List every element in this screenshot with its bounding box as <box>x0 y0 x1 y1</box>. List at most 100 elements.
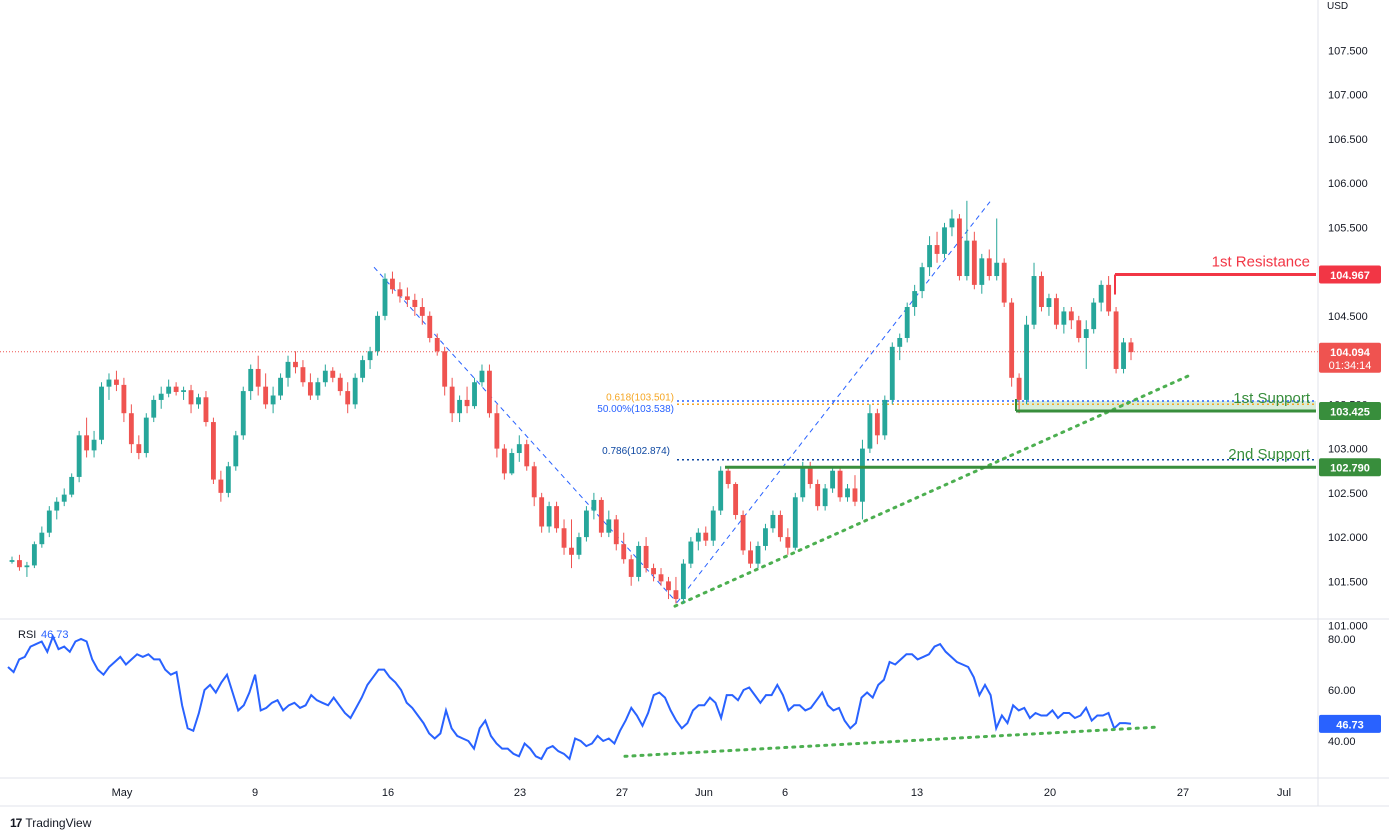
candle-body[interactable] <box>1083 329 1089 338</box>
candle-body[interactable] <box>1128 342 1134 353</box>
candle-body[interactable] <box>196 397 201 405</box>
candle-body[interactable] <box>1046 298 1052 308</box>
candle-body[interactable] <box>613 519 619 545</box>
candle-body[interactable] <box>949 218 955 228</box>
level-price-tag[interactable] <box>1319 401 1381 420</box>
candle-body[interactable] <box>404 296 410 300</box>
candle-body[interactable] <box>770 514 776 529</box>
candle-body[interactable] <box>337 377 343 392</box>
candle-body[interactable] <box>390 278 395 290</box>
candle-body[interactable] <box>449 386 455 414</box>
candle-body[interactable] <box>598 499 604 533</box>
candle-body[interactable] <box>822 488 828 507</box>
candle-body[interactable] <box>1106 284 1112 312</box>
candle-body[interactable] <box>69 476 75 495</box>
candle-body[interactable] <box>427 315 433 338</box>
candle-body[interactable] <box>360 360 366 378</box>
candle-body[interactable] <box>845 488 850 498</box>
candle-body[interactable] <box>1031 276 1037 325</box>
candle-body[interactable] <box>912 291 918 308</box>
candle-body[interactable] <box>800 466 806 498</box>
level-price-tag[interactable] <box>1319 458 1381 477</box>
candle-body[interactable] <box>158 393 164 400</box>
candle-body[interactable] <box>248 368 254 392</box>
candle-body[interactable] <box>479 370 485 383</box>
candle-body[interactable] <box>1076 320 1082 338</box>
current-price-tag[interactable] <box>1319 342 1381 373</box>
candle-body[interactable] <box>382 278 388 316</box>
candle-body[interactable] <box>837 470 843 498</box>
candle-body[interactable] <box>270 395 276 405</box>
candle-body[interactable] <box>1091 302 1097 330</box>
candle-body[interactable] <box>472 382 477 407</box>
candle-body[interactable] <box>576 537 582 555</box>
candle-body[interactable] <box>860 448 865 502</box>
candle-body[interactable] <box>979 258 985 285</box>
candle-body[interactable] <box>464 399 470 407</box>
candle-body[interactable] <box>554 506 560 529</box>
candle-body[interactable] <box>524 444 530 467</box>
candle-body[interactable] <box>352 377 358 405</box>
candle-body[interactable] <box>919 267 925 292</box>
candle-body[interactable] <box>748 550 753 564</box>
candle-body[interactable] <box>285 361 291 378</box>
candle-body[interactable] <box>733 484 739 515</box>
candle-body[interactable] <box>710 510 716 541</box>
candle-body[interactable] <box>54 501 60 511</box>
candle-body[interactable] <box>9 560 15 562</box>
candle-body[interactable] <box>322 370 328 383</box>
candle-body[interactable] <box>874 413 880 436</box>
candle-body[interactable] <box>412 299 418 308</box>
candle-body[interactable] <box>703 532 709 541</box>
candle-body[interactable] <box>434 337 440 352</box>
candle-body[interactable] <box>300 367 306 383</box>
candle-body[interactable] <box>688 541 694 564</box>
candle-body[interactable] <box>210 422 216 480</box>
candle-body[interactable] <box>927 245 933 268</box>
candle-body[interactable] <box>964 240 970 277</box>
candle-body[interactable] <box>1039 276 1044 308</box>
candle-body[interactable] <box>375 315 380 352</box>
candle-body[interactable] <box>218 479 224 493</box>
candle-body[interactable] <box>457 399 463 414</box>
candle-body[interactable] <box>442 351 448 387</box>
candle-body[interactable] <box>516 444 522 454</box>
candle-body[interactable] <box>658 574 664 582</box>
candle-body[interactable] <box>785 537 791 548</box>
candle-body[interactable] <box>546 506 552 527</box>
candle-body[interactable] <box>345 391 351 405</box>
candle-body[interactable] <box>255 368 261 387</box>
candle-body[interactable] <box>628 559 634 577</box>
candle-body[interactable] <box>39 532 45 545</box>
candle-body[interactable] <box>561 528 567 548</box>
candle-body[interactable] <box>680 563 686 600</box>
candle-body[interactable] <box>61 494 67 502</box>
candle-body[interactable] <box>84 435 90 451</box>
candle-body[interactable] <box>569 547 574 555</box>
candle-body[interactable] <box>1001 262 1007 303</box>
candle-body[interactable] <box>1024 324 1029 400</box>
candle-body[interactable] <box>994 262 1000 277</box>
candle-body[interactable] <box>971 240 977 285</box>
candle-body[interactable] <box>695 532 701 542</box>
candle-body[interactable] <box>397 289 403 297</box>
candle-body[interactable] <box>419 307 425 316</box>
candle-body[interactable] <box>942 227 947 254</box>
candle-body[interactable] <box>651 568 656 575</box>
candle-body[interactable] <box>487 370 492 414</box>
candle-body[interactable] <box>591 499 597 511</box>
candle-body[interactable] <box>867 413 873 449</box>
candle-body[interactable] <box>956 218 962 277</box>
candle-body[interactable] <box>330 370 336 378</box>
candle-body[interactable] <box>188 390 194 405</box>
candle-body[interactable] <box>367 351 373 361</box>
candle-body[interactable] <box>777 514 783 538</box>
candle-body[interactable] <box>904 307 910 338</box>
candle-body[interactable] <box>830 470 836 489</box>
candle-body[interactable] <box>1121 342 1126 369</box>
candle-body[interactable] <box>986 258 992 277</box>
candle-body[interactable] <box>763 528 768 546</box>
candle-body[interactable] <box>166 386 172 394</box>
candle-body[interactable] <box>114 379 119 385</box>
